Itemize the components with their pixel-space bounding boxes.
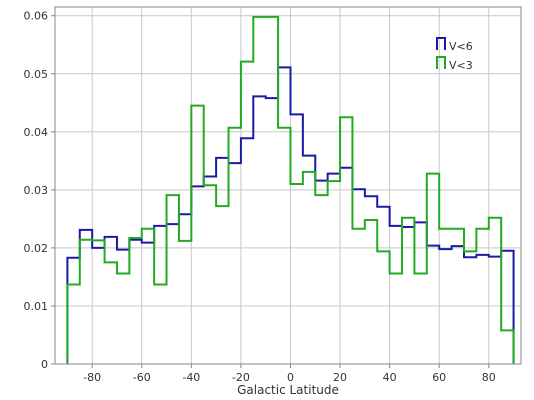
x-tick-label: 0	[287, 371, 294, 384]
y-tick-label: 0.02	[24, 242, 49, 255]
series-line-v-lt-3	[66, 15, 515, 364]
y-tick-label: 0.06	[24, 10, 49, 23]
legend-swatch-v-lt-3	[436, 56, 446, 69]
x-tick-label: 20	[333, 371, 347, 384]
x-tick-label: -40	[182, 371, 200, 384]
plot-frame	[54, 6, 522, 365]
series-line-v-lt-6	[66, 66, 515, 364]
x-tick-label: -60	[133, 371, 151, 384]
legend-swatch-v-lt-6	[436, 37, 446, 50]
axis-ticks: -80 -60 -40 -20 0 20 40 60 80 0 0.01 0.02 0.03 0.04 0.…	[24, 10, 496, 384]
y-tick-label: 0	[41, 358, 48, 371]
legend-label-v-lt-3: V<3	[449, 59, 473, 72]
y-tick-label: 0.01	[24, 300, 49, 313]
y-tick-label: 0.04	[24, 126, 49, 139]
series-layer	[66, 15, 515, 364]
legend: V<6V<3	[436, 37, 473, 72]
x-tick-label: 40	[383, 371, 397, 384]
x-tick-label: -80	[83, 371, 101, 384]
legend-label-v-lt-6: V<6	[449, 40, 473, 53]
x-tick-label: -20	[232, 371, 250, 384]
x-tick-label: 60	[432, 371, 446, 384]
x-axis-label: Galactic Latitude	[237, 383, 339, 397]
y-tick-label: 0.03	[24, 184, 49, 197]
y-tick-label: 0.05	[24, 68, 49, 81]
x-tick-label: 80	[482, 371, 496, 384]
